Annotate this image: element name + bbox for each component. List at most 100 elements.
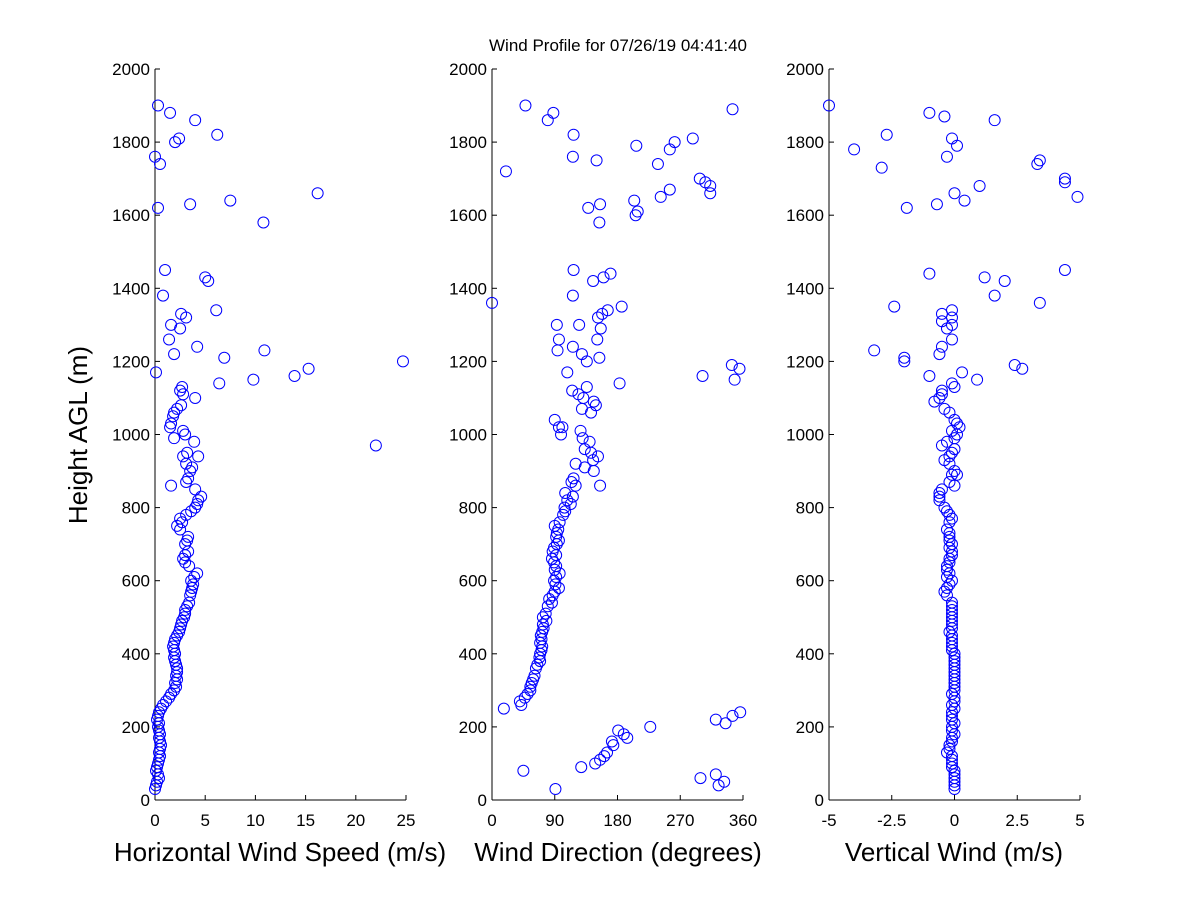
data-point xyxy=(694,772,707,785)
data-point xyxy=(596,307,609,320)
data-point xyxy=(548,563,561,576)
data-point xyxy=(943,742,956,755)
data-point xyxy=(848,143,861,156)
data-point xyxy=(945,731,958,744)
data-point xyxy=(1071,190,1084,203)
data-point xyxy=(211,128,224,141)
data-point xyxy=(179,428,192,441)
data-point xyxy=(152,757,165,770)
data-point xyxy=(534,647,547,660)
data-point xyxy=(551,344,564,357)
data-point xyxy=(594,322,607,335)
data-point xyxy=(940,322,953,335)
data-point xyxy=(948,702,961,715)
data-point xyxy=(948,465,961,478)
data-point xyxy=(644,720,657,733)
data-point xyxy=(945,706,958,719)
data-point xyxy=(559,505,572,518)
panel-horizontal-wind-speed: 0 200 400 600 800 1000 1200 1400 1600 1800 2000 0 5 1… xyxy=(112,60,415,830)
y-tick-label: 600 xyxy=(122,572,150,591)
data-point xyxy=(189,501,202,514)
data-point xyxy=(585,446,598,459)
data-point xyxy=(202,274,215,287)
data-point xyxy=(168,348,181,361)
y-tick-label: 1600 xyxy=(786,206,824,225)
data-point xyxy=(168,651,181,664)
data-point xyxy=(880,128,893,141)
data-point xyxy=(180,476,193,489)
panel-wind-direction: 0 200 400 600 800 1000 1200 1400 1600 1800 2000 0 90… xyxy=(449,60,757,830)
data-point xyxy=(541,600,554,613)
data-point xyxy=(567,264,580,277)
data-point xyxy=(258,344,271,357)
data-point xyxy=(593,216,606,229)
data-point xyxy=(1016,362,1029,375)
data-point xyxy=(988,289,1001,302)
y-tick-label: 1400 xyxy=(449,279,487,298)
data-point xyxy=(945,644,958,657)
data-point xyxy=(311,187,324,200)
data-point xyxy=(1058,176,1071,189)
data-point xyxy=(940,505,953,518)
data-point xyxy=(168,406,181,419)
data-point xyxy=(566,150,579,163)
data-point xyxy=(1031,158,1044,171)
data-point xyxy=(545,596,558,609)
data-point xyxy=(566,340,579,353)
data-point xyxy=(1008,359,1021,372)
data-point xyxy=(938,110,951,123)
data-point xyxy=(945,132,958,145)
data-point xyxy=(574,424,587,437)
data-point xyxy=(598,750,611,763)
data-point xyxy=(521,688,534,701)
data-point xyxy=(174,622,187,635)
data-point xyxy=(868,344,881,357)
data-point xyxy=(587,274,600,287)
data-point xyxy=(945,636,958,649)
data-point xyxy=(943,578,956,591)
data-point xyxy=(621,731,634,744)
data-point xyxy=(1033,154,1046,167)
data-point xyxy=(1058,264,1071,277)
data-point xyxy=(163,691,176,704)
data-point xyxy=(935,388,948,401)
data-point xyxy=(557,508,570,521)
data-point xyxy=(543,592,556,605)
data-point xyxy=(556,421,569,434)
data-point xyxy=(945,753,958,766)
data-point xyxy=(213,377,226,390)
y-tick-label: 1800 xyxy=(786,133,824,152)
chart-title: Wind Profile for 07/26/19 04:41:40 xyxy=(489,36,747,55)
data-point xyxy=(943,739,956,752)
data-point xyxy=(149,783,161,796)
x-tick-label: -5 xyxy=(821,811,836,830)
data-point xyxy=(945,377,958,390)
data-point xyxy=(164,421,177,434)
data-point xyxy=(548,556,561,569)
data-point xyxy=(177,388,190,401)
data-point xyxy=(933,391,946,404)
x-tick-label: 5 xyxy=(200,811,209,830)
data-point xyxy=(173,132,186,145)
y-tick-label: 400 xyxy=(122,645,150,664)
data-point xyxy=(615,300,628,313)
data-point xyxy=(179,538,192,551)
data-point xyxy=(171,519,184,532)
data-point xyxy=(163,333,176,346)
data-point xyxy=(945,757,958,770)
data-point xyxy=(552,421,565,434)
data-point xyxy=(998,274,1011,287)
data-point xyxy=(971,373,984,386)
data-point xyxy=(601,746,614,759)
data-point xyxy=(257,216,270,229)
data-point xyxy=(288,370,301,383)
data-point xyxy=(546,589,559,602)
data-point xyxy=(150,779,163,792)
data-point xyxy=(943,516,956,529)
data-point xyxy=(169,655,182,668)
data-point xyxy=(578,443,591,456)
data-point xyxy=(175,399,188,412)
data-point xyxy=(948,779,961,792)
data-point xyxy=(174,384,187,397)
